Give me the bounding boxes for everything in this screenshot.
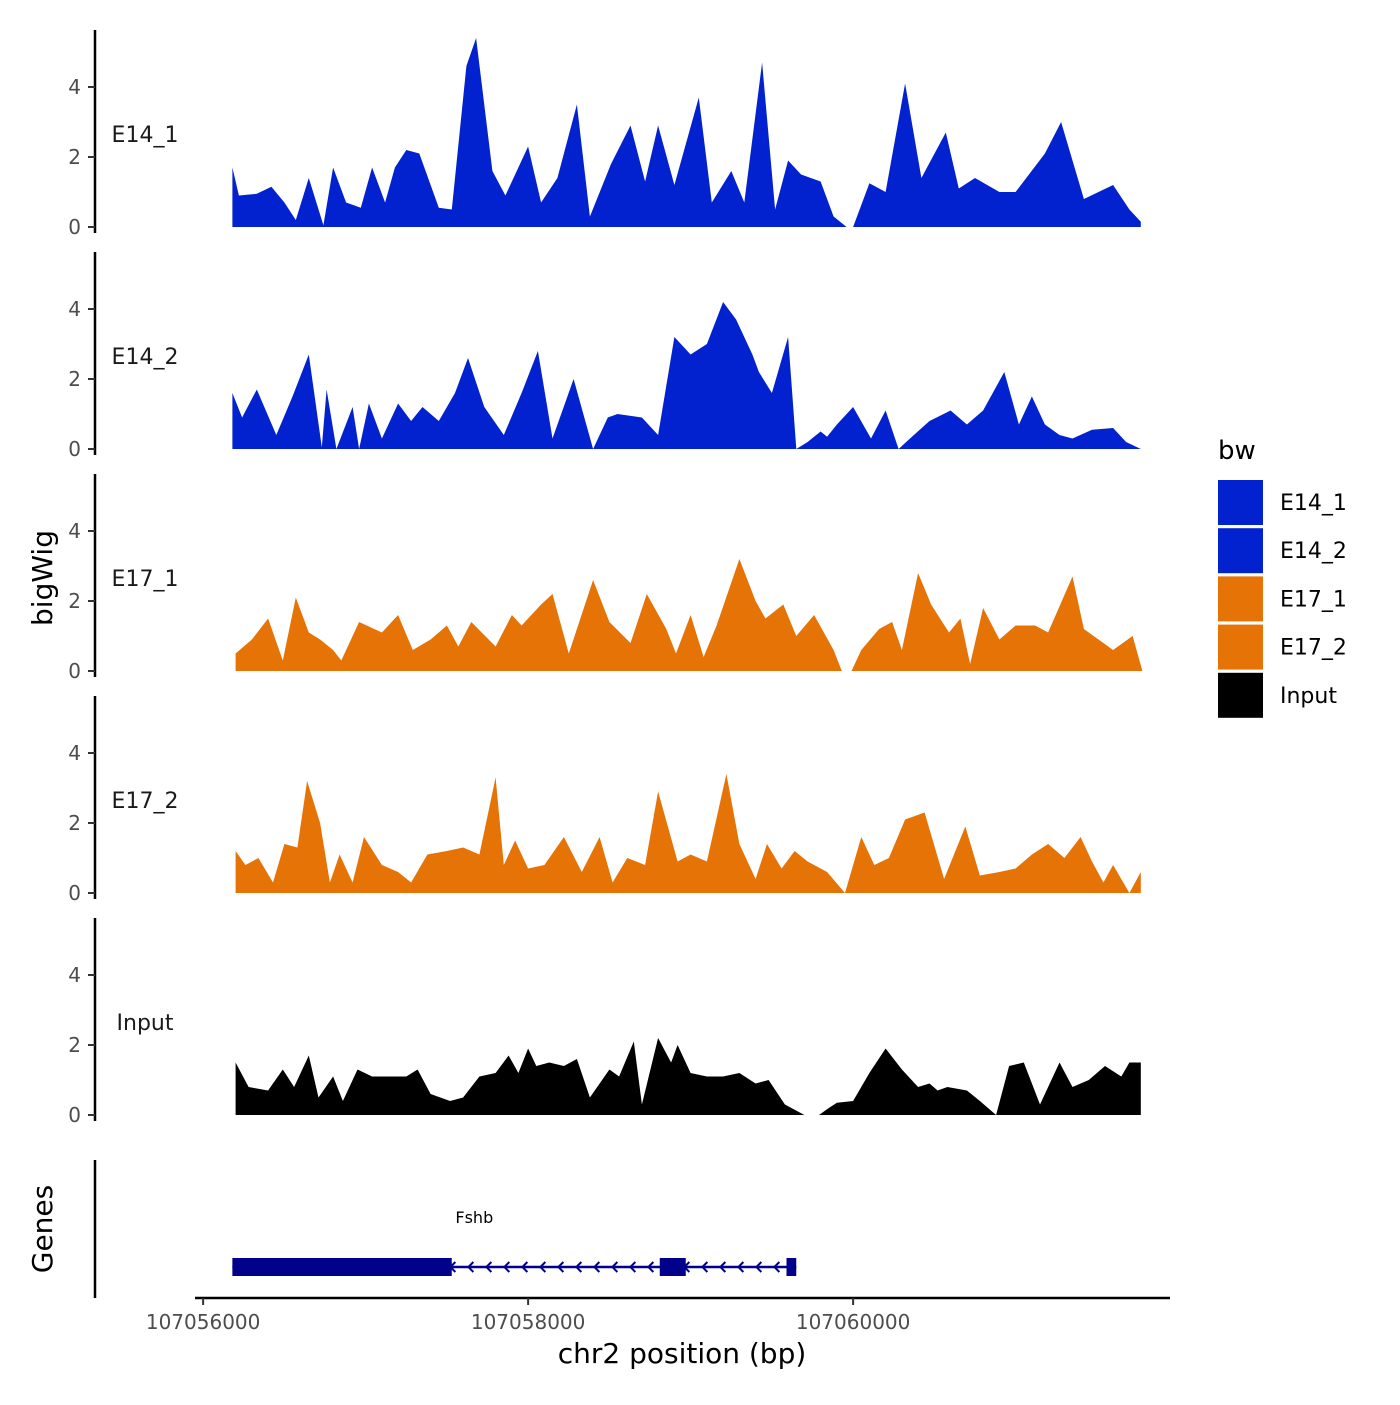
strand-arrow xyxy=(556,1261,565,1273)
track-e17-2: 0 2 4 E17_2 xyxy=(68,696,1141,905)
strand-arrow xyxy=(484,1261,493,1273)
track-label: E14_2 xyxy=(112,345,179,370)
signal-area xyxy=(235,774,1141,893)
legend-label: E17_2 xyxy=(1280,636,1347,661)
strand-arrow xyxy=(700,1261,709,1273)
gene-name-label: Fshb xyxy=(455,1208,493,1227)
y-tick-label: 4 xyxy=(68,75,81,99)
strand-arrow xyxy=(610,1261,619,1273)
y-tick-label: 4 xyxy=(68,963,81,987)
x-tick-label: 107060000 xyxy=(796,1310,911,1334)
x-tick-label: 107056000 xyxy=(146,1310,261,1334)
track-e17-1: 0 2 4 E17_1 xyxy=(68,474,1143,683)
legend-label: E17_1 xyxy=(1280,587,1347,612)
x-axis-title: chr2 position (bp) xyxy=(558,1337,807,1370)
y-tick-label: 0 xyxy=(68,437,81,461)
legend-item-e14-1: E14_1 xyxy=(1218,480,1347,525)
strand-arrow xyxy=(772,1261,781,1273)
y-tick-label: 2 xyxy=(68,145,81,169)
legend-item-input: Input xyxy=(1218,672,1337,718)
strand-arrow xyxy=(574,1261,583,1273)
y-tick-label: 4 xyxy=(68,519,81,543)
gene-exon xyxy=(232,1258,452,1276)
track-label: E17_1 xyxy=(112,567,179,592)
signal-area xyxy=(232,38,1141,227)
track-e14-1: 0 2 4 E14_1 xyxy=(68,30,1141,239)
legend-label: Input xyxy=(1280,684,1337,709)
legend-item-e17-2: E17_2 xyxy=(1218,624,1347,670)
tracks-layer: 0 2 4 E14_1 0 2 4 E14_2 0 2 4 E17_1 0 2 4 E17_2 0 2 4 Input xyxy=(68,30,1143,1127)
legend-swatch xyxy=(1218,672,1263,718)
track-label: Input xyxy=(117,1011,174,1036)
signal-area xyxy=(235,559,1143,671)
strand-arrow xyxy=(628,1261,637,1273)
strand-arrow xyxy=(466,1261,475,1273)
y-tick-label: 2 xyxy=(68,1033,81,1057)
y-tick-label: 0 xyxy=(68,1103,81,1127)
legend-swatch xyxy=(1218,576,1263,622)
y-tick-label: 0 xyxy=(68,215,81,239)
genes-panel: Genes Fshb xyxy=(26,1160,797,1298)
strand-arrow xyxy=(592,1261,601,1273)
y-tick-label: 4 xyxy=(68,741,81,765)
track-input: 0 2 4 Input xyxy=(68,918,1141,1127)
gene-exon xyxy=(786,1258,797,1276)
strand-arrow xyxy=(646,1261,655,1273)
x-tick-label: 107058000 xyxy=(471,1310,586,1334)
signal-area xyxy=(232,302,1141,449)
y-tick-label: 4 xyxy=(68,297,81,321)
legend-swatch xyxy=(1218,480,1263,525)
legend: bw E14_1 E14_2 E17_1 E17_2 Input xyxy=(1218,436,1347,718)
signal-area xyxy=(235,1038,1141,1115)
track-label: E17_2 xyxy=(112,789,179,814)
x-axis: chr2 position (bp) 107056000 107058000 107… xyxy=(146,1296,1170,1370)
strand-arrow xyxy=(736,1261,745,1273)
genes-axis-title: Genes xyxy=(26,1185,59,1273)
y-tick-label: 2 xyxy=(68,589,81,613)
strand-arrow xyxy=(718,1261,727,1273)
strand-arrow xyxy=(520,1261,529,1273)
legend-label: E14_1 xyxy=(1280,491,1347,516)
legend-label: E14_2 xyxy=(1280,539,1347,564)
y-tick-label: 2 xyxy=(68,811,81,835)
legend-swatch xyxy=(1218,528,1263,574)
y-tick-label: 0 xyxy=(68,659,81,683)
track-label: E14_1 xyxy=(112,123,179,148)
track-e14-2: 0 2 4 E14_2 xyxy=(68,252,1141,461)
y-tick-label: 0 xyxy=(68,881,81,905)
gene-fshb: Fshb xyxy=(232,1208,797,1276)
y-tick-label: 2 xyxy=(68,367,81,391)
legend-item-e17-1: E17_1 xyxy=(1218,576,1347,622)
legend-title: bw xyxy=(1218,436,1256,466)
legend-item-e14-2: E14_2 xyxy=(1218,528,1347,574)
strand-arrow xyxy=(502,1261,511,1273)
strand-arrow xyxy=(754,1261,763,1273)
y-axis-title: bigWig xyxy=(26,530,59,626)
gene-exon xyxy=(659,1258,686,1276)
legend-swatch xyxy=(1218,624,1263,670)
strand-arrow xyxy=(538,1261,547,1273)
